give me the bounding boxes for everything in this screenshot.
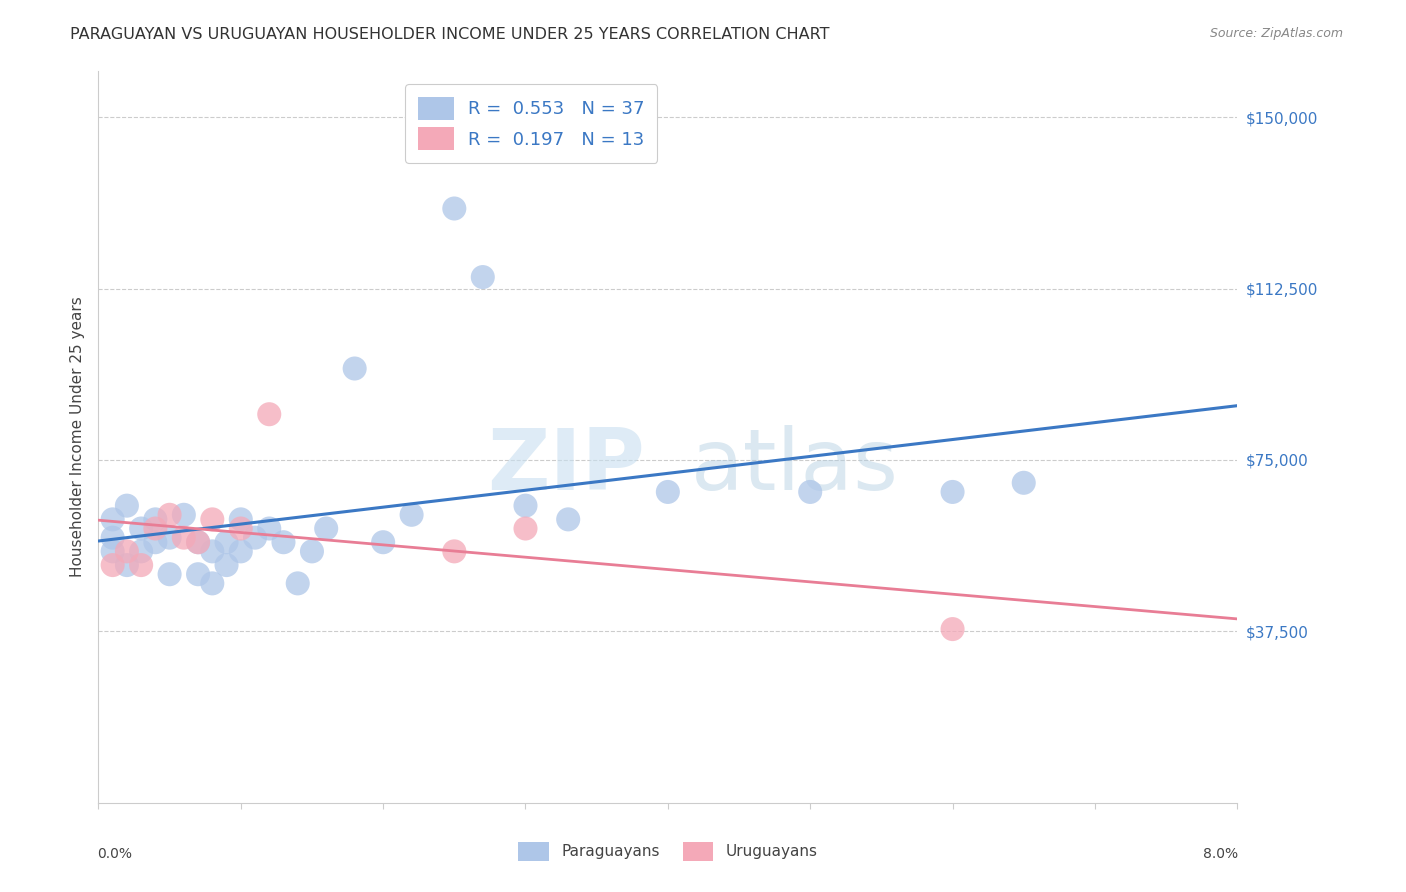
Point <box>159 508 181 522</box>
Point <box>471 270 494 285</box>
Point <box>657 484 679 499</box>
Text: PARAGUAYAN VS URUGUAYAN HOUSEHOLDER INCOME UNDER 25 YEARS CORRELATION CHART: PARAGUAYAN VS URUGUAYAN HOUSEHOLDER INCO… <box>70 27 830 42</box>
Point <box>287 576 309 591</box>
Text: atlas: atlas <box>690 425 898 508</box>
Point <box>243 531 266 545</box>
Point <box>101 531 124 545</box>
Point <box>229 544 252 558</box>
Point <box>115 544 138 558</box>
Point <box>215 558 238 573</box>
Point <box>515 521 537 535</box>
Point <box>259 407 281 421</box>
Point <box>443 544 465 558</box>
Point <box>371 535 394 549</box>
Point <box>187 535 209 549</box>
Point <box>259 521 281 535</box>
Point <box>215 535 238 549</box>
Point <box>145 521 167 535</box>
Point <box>101 512 124 526</box>
Point <box>129 544 152 558</box>
Point <box>1012 475 1035 490</box>
Point <box>301 544 323 558</box>
Point <box>115 558 138 573</box>
Point <box>101 558 124 573</box>
Text: 0.0%: 0.0% <box>97 847 132 861</box>
Point <box>315 521 337 535</box>
Point <box>159 531 181 545</box>
Text: 8.0%: 8.0% <box>1204 847 1239 861</box>
Point <box>145 535 167 549</box>
Point <box>173 508 195 522</box>
Text: Source: ZipAtlas.com: Source: ZipAtlas.com <box>1209 27 1343 40</box>
Point <box>129 521 152 535</box>
Point <box>187 535 209 549</box>
Point <box>115 499 138 513</box>
Text: ZIP: ZIP <box>488 425 645 508</box>
Point <box>443 202 465 216</box>
Y-axis label: Householder Income Under 25 years: Householder Income Under 25 years <box>69 297 84 577</box>
Point <box>145 512 167 526</box>
Point <box>159 567 181 582</box>
Point <box>187 567 209 582</box>
Point <box>273 535 295 549</box>
Point <box>515 499 537 513</box>
Point <box>201 576 224 591</box>
Point <box>401 508 423 522</box>
Point <box>201 544 224 558</box>
Point <box>799 484 821 499</box>
Point <box>942 622 965 636</box>
Point <box>173 531 195 545</box>
Point <box>343 361 366 376</box>
Point <box>229 512 252 526</box>
Point <box>557 512 579 526</box>
Point <box>101 544 124 558</box>
Point <box>942 484 965 499</box>
Point <box>201 512 224 526</box>
Point <box>229 521 252 535</box>
Point <box>129 558 152 573</box>
Legend: Paraguayans, Uruguayans: Paraguayans, Uruguayans <box>510 834 825 868</box>
